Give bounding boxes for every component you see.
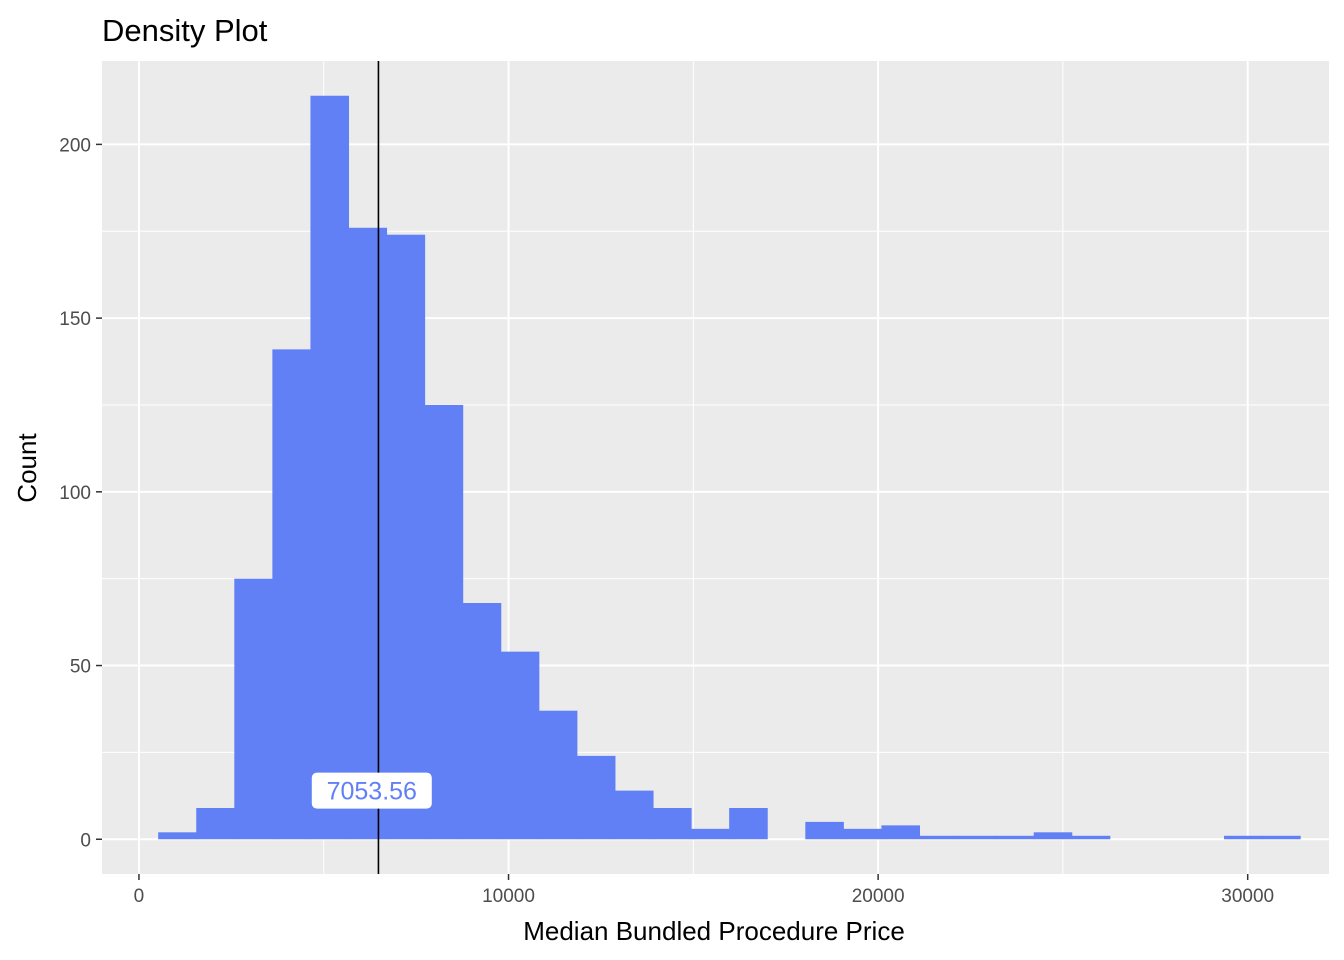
- histogram-bar-24: [1071, 835, 1111, 840]
- histogram-bar-2: [234, 578, 273, 840]
- y-axis-title: Count: [12, 433, 42, 503]
- annotation-label-text: 7053.56: [327, 778, 417, 806]
- histogram-bar-13: [653, 807, 692, 840]
- histogram-bar-14: [691, 828, 730, 840]
- y-axis: 0 50 100 150 200: [59, 135, 102, 851]
- histogram-bar-17: [805, 821, 844, 840]
- histogram-bar-12: [614, 790, 654, 840]
- x-axis-title: Median Bundled Procedure Price: [523, 916, 905, 946]
- y-tick-label-1: 50: [70, 657, 91, 678]
- x-tick-label-2: 20000: [852, 886, 905, 907]
- histogram-bar-0: [158, 832, 197, 840]
- histogram-bar-20: [919, 835, 959, 840]
- histogram-bar-6: [386, 234, 426, 840]
- histogram-bar-10: [538, 710, 578, 840]
- x-tick-label-3: 30000: [1221, 886, 1274, 907]
- annotation-group: 7053.56: [311, 772, 432, 809]
- histogram-bar-18: [843, 828, 882, 840]
- histogram-bar-7: [424, 404, 464, 840]
- major-gridlines: [102, 61, 1329, 874]
- histogram-bars: [158, 95, 1301, 840]
- histogram-bar-28: [1224, 835, 1263, 840]
- histogram-bar-9: [500, 651, 540, 840]
- annotation-label-box: [311, 772, 432, 809]
- histogram-bar-19: [881, 825, 921, 840]
- chart-title: Density Plot: [102, 13, 268, 48]
- histogram-bar-4: [310, 95, 350, 840]
- histogram-bar-11: [576, 755, 616, 840]
- histogram-bar-5: [348, 227, 388, 840]
- y-tick-label-2: 100: [59, 483, 91, 504]
- y-tick-label-3: 150: [59, 309, 91, 330]
- x-axis: 0 10000 20000 30000: [134, 874, 1274, 907]
- y-tick-label-0: 0: [80, 830, 91, 851]
- x-tick-label-1: 10000: [482, 886, 535, 907]
- y-tick-label-4: 200: [59, 135, 91, 156]
- histogram-bar-23: [1033, 832, 1073, 840]
- histogram-bar-8: [462, 603, 502, 840]
- histogram-bar-15: [729, 807, 768, 840]
- histogram-bar-29: [1262, 835, 1301, 840]
- histogram-bar-1: [196, 807, 235, 840]
- histogram-bar-21: [957, 835, 997, 840]
- x-tick-label-0: 0: [134, 886, 145, 907]
- histogram-bar-3: [272, 349, 311, 840]
- histogram-bar-22: [995, 835, 1035, 840]
